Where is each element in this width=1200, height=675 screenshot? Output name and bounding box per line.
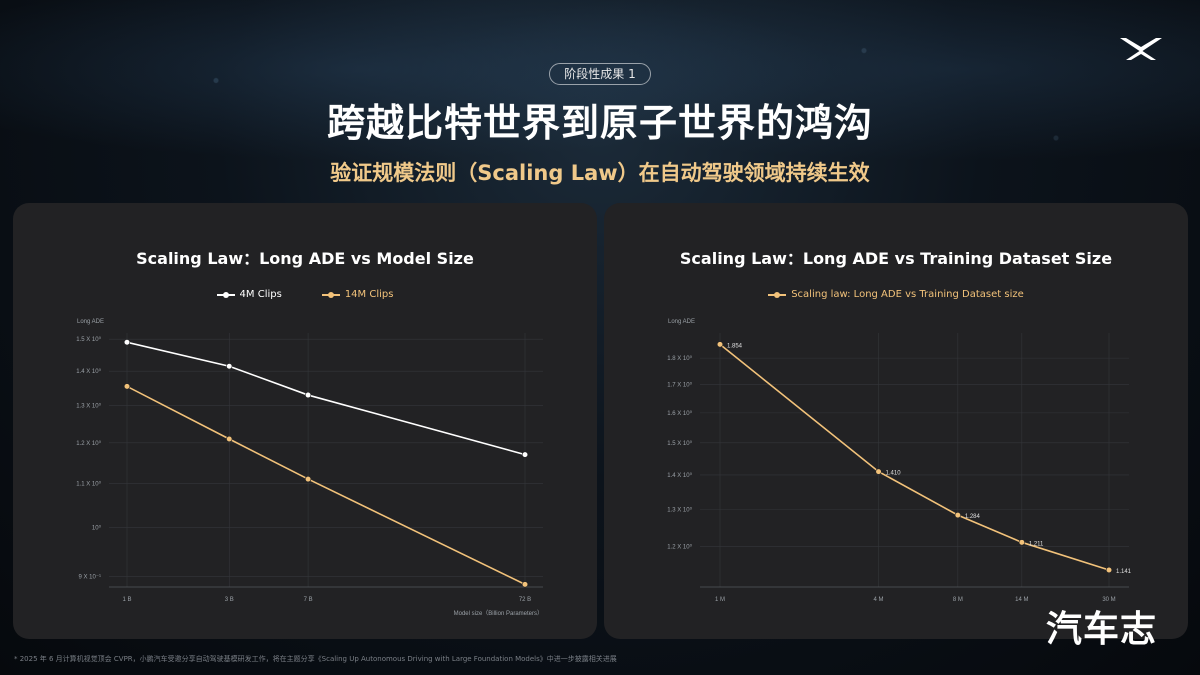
data-point <box>716 341 724 348</box>
y-tick-label: 1.6 X 10⁰ <box>667 410 692 417</box>
x-tick-label: 30 M <box>1102 597 1115 603</box>
y-tick-label: 1.3 X 10⁰ <box>76 403 101 410</box>
stage-badge: 阶段性成果 1 <box>549 63 651 85</box>
y-tick-label: 1.3 X 10⁰ <box>667 506 692 513</box>
data-point <box>875 468 882 475</box>
y-tick-label: 1.2 X 10⁰ <box>76 440 101 447</box>
chart-plot-model-size: Long ADE 1.5 X 10⁰ 1.4 X 10⁰ 1.3 X 10⁰ 1.2 X… <box>76 319 543 617</box>
x-tick-label: 4 M <box>874 597 884 603</box>
y-tick-label: 1.7 X 10⁰ <box>667 382 692 389</box>
y-tick-label: 10⁰ <box>92 525 102 532</box>
x-tick-label: 8 M <box>953 597 963 603</box>
legend-item-4m: 4M Clips <box>216 289 282 300</box>
footnote: * 2025 年 6 月计算机视觉顶会 CVPR，小鹏汽车受邀分享自动驾驶基模研… <box>14 655 617 663</box>
y-tick-label: 1.4 X 10⁰ <box>76 368 101 375</box>
data-point <box>123 383 131 390</box>
page-subtitle: 验证规模法则（Scaling Law）在自动驾驶领域持续生效 <box>330 161 870 185</box>
y-tick-label: 1.5 X 10⁰ <box>76 336 101 343</box>
legend-item-scaling: Scaling law: Long ADE vs Training Datase… <box>768 289 1024 300</box>
page-title: 跨越比特世界到原子世界的鸿沟 <box>326 101 873 145</box>
data-point <box>521 581 529 588</box>
watermark: 汽车志 <box>1046 609 1158 650</box>
chart-legend: 4M Clips 14M Clips <box>13 289 597 300</box>
data-point <box>226 435 233 443</box>
data-point <box>304 391 312 399</box>
chart-plot-dataset-size: Long ADE 1.8 X 10⁰ 1.7 X 10⁰ 1.6 X 10⁰ 1.5 X… <box>667 319 1132 603</box>
x-tick-label: 3 B <box>225 597 234 603</box>
data-label: 1.284 <box>965 514 981 520</box>
series-line-0 <box>126 341 526 456</box>
data-point <box>123 339 131 346</box>
x-axis-label: Model size（Billion Parameters） <box>454 610 543 617</box>
y-tick-label: 1.4 X 10⁰ <box>667 472 692 479</box>
y-axis-label: Long ADE <box>668 319 695 325</box>
legend-line-icon <box>216 291 235 298</box>
data-point <box>521 451 529 458</box>
data-label: 1.854 <box>727 343 743 349</box>
legend-label: 14M Clips <box>344 289 394 300</box>
legend-label: Scaling law: Long ADE vs Training Datase… <box>791 289 1024 300</box>
legend-line-icon <box>768 291 787 298</box>
x-tick-label: 72 B <box>519 597 531 603</box>
background-network <box>0 0 1200 230</box>
x-tick-label: 7 B <box>304 597 313 603</box>
data-point <box>1018 539 1025 546</box>
data-label: 1.410 <box>886 471 902 477</box>
series-line-1 <box>126 385 526 586</box>
chart-panel-model-size: Scaling Law：Long ADE vs Model Size 4M Cl… <box>13 203 597 639</box>
data-point <box>1105 566 1113 574</box>
y-tick-label: 9 X 10⁻¹ <box>78 575 101 581</box>
y-tick-label: 1.1 X 10⁰ <box>76 480 101 487</box>
y-axis-label: Long ADE <box>77 319 104 325</box>
data-label: 1.211 <box>1029 541 1044 547</box>
y-tick-label: 1.2 X 10⁰ <box>667 544 692 551</box>
x-tick-label: 14 M <box>1015 597 1028 603</box>
y-tick-label: 1.8 X 10⁰ <box>667 355 692 362</box>
data-label: 1.141 <box>1116 569 1132 575</box>
data-point <box>226 363 233 370</box>
chart-title: Scaling Law：Long ADE vs Training Dataset… <box>679 249 1113 268</box>
y-tick-label: 1.5 X 10⁰ <box>667 440 692 447</box>
legend-line-icon <box>321 291 340 298</box>
data-point <box>304 475 312 483</box>
chart-legend: Scaling law: Long ADE vs Training Datase… <box>604 289 1188 300</box>
data-point <box>954 512 961 519</box>
x-tick-label: 1 B <box>122 597 131 603</box>
legend-item-14m: 14M Clips <box>321 289 394 300</box>
chart-title: Scaling Law：Long ADE vs Model Size <box>136 249 474 268</box>
legend-label: 4M Clips <box>239 289 282 300</box>
series-line-0 <box>719 343 1110 571</box>
x-tick-label: 1 M <box>715 597 725 603</box>
chart-panel-dataset-size: Scaling Law：Long ADE vs Training Dataset… <box>604 203 1188 639</box>
xpeng-logo-icon <box>1120 38 1162 60</box>
